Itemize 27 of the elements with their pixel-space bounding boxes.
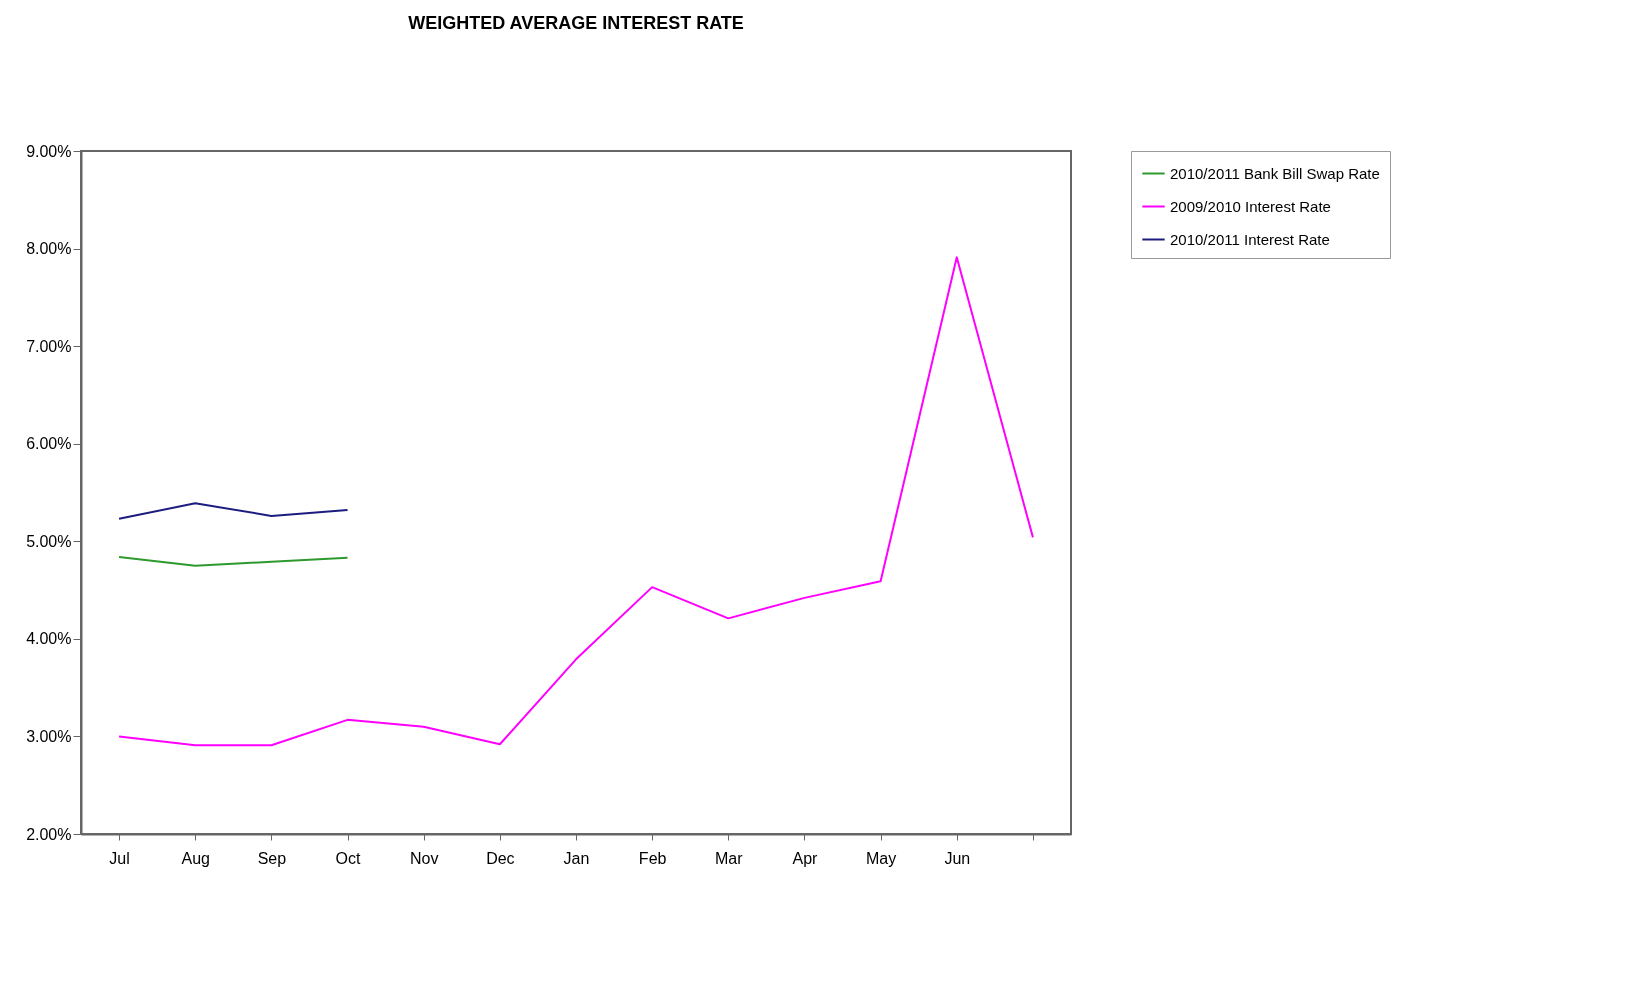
x-tick-label: Nov [409, 849, 439, 867]
line-series [118, 256, 1034, 747]
y-tick-label: 7.00% [26, 337, 72, 355]
x-tick-label: Jan [563, 849, 590, 867]
x-tick-label: Sep [257, 849, 287, 867]
line-series [118, 502, 349, 520]
x-tick-label: May [866, 849, 897, 867]
legend-label: 2010/2011 Bank Bill Swap Rate [1170, 164, 1380, 182]
x-tick-label: Feb [638, 849, 667, 867]
y-tick-label: 6.00% [26, 435, 72, 453]
y-tick-label: 4.00% [26, 630, 72, 648]
y-tick-label: 9.00% [26, 142, 72, 160]
x-tick-label: Dec [486, 849, 515, 867]
legend-label: 2009/2010 Interest Rate [1170, 197, 1331, 215]
y-tick-label: 5.00% [26, 532, 72, 550]
line-series [118, 555, 349, 567]
x-tick-label: Oct [335, 849, 362, 867]
y-tick-label: 3.00% [26, 727, 72, 745]
x-tick-label: Mar [715, 849, 744, 867]
legend-label: 2010/2011 Interest Rate [1170, 230, 1330, 248]
x-tick-label: Apr [792, 849, 819, 867]
chart-title: WEIGHTED AVERAGE INTEREST RATE [408, 13, 744, 33]
y-tick-label: 8.00% [26, 240, 72, 258]
x-tick-label: Jul [109, 849, 130, 867]
x-tick-label: Aug [181, 849, 210, 867]
x-tick-label: Jun [944, 849, 971, 867]
y-tick-label: 2.00% [26, 825, 72, 843]
